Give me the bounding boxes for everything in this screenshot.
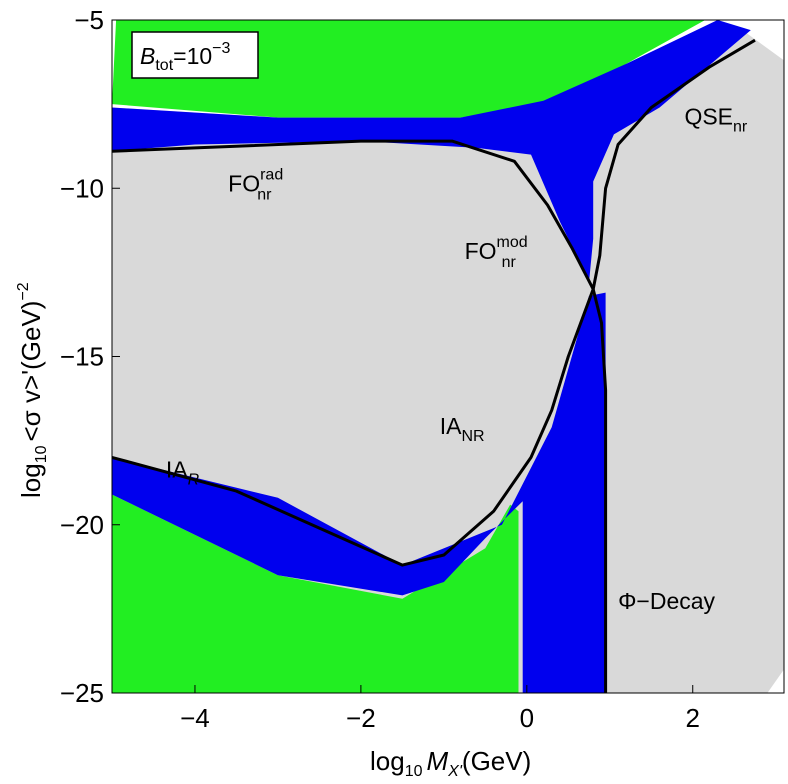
x-tick-label: −4 — [180, 703, 210, 733]
y-tick-label: −10 — [60, 173, 104, 203]
region-blue-upper — [112, 20, 751, 283]
inset-sub: tot — [155, 57, 173, 74]
region-label-phi-decay: Φ−Decay — [618, 588, 715, 614]
y-tick-label: −20 — [60, 510, 104, 540]
region-label-qse: QSEnr — [684, 103, 747, 135]
plot-regions — [112, 20, 784, 693]
region-label-ia-r: IAR — [166, 457, 200, 489]
inset-mid: =10 — [173, 43, 212, 69]
x-axis-label: log10 MX'(GeV) — [370, 746, 531, 780]
boundary-curves — [112, 38, 756, 693]
region-blue-lower — [112, 292, 606, 693]
boundary-curve-1 — [112, 288, 595, 567]
region-green-top — [112, 20, 706, 118]
inset-box: Btot=10−3 — [131, 31, 259, 79]
x-tick-label: 0 — [520, 703, 534, 733]
y-axis-label: log10<σ v>'(GeV)−2 — [15, 282, 50, 498]
y-axis-ticks: −25 −20 −15 −10 −5 — [60, 5, 120, 708]
y-tick-label: −25 — [60, 678, 104, 708]
inset-sup: −3 — [212, 40, 230, 57]
boundary-curve-3 — [591, 288, 608, 693]
inset-var: B — [140, 43, 155, 69]
boundary-curve-2 — [591, 38, 756, 290]
x-axis-ticks: −4 −2 0 2 — [180, 685, 700, 733]
region-label-fo-mod: FOmod nr — [465, 234, 528, 271]
svg-text:Btot=10−3: Btot=10−3 — [140, 40, 231, 74]
x-tick-label: 2 — [686, 703, 700, 733]
region-label-ia-nr: IANR — [440, 413, 485, 445]
region-label-fo-rad: FOrad nr — [228, 167, 283, 204]
y-tick-label: −15 — [60, 342, 104, 372]
boundary-curve-0 — [112, 139, 595, 290]
x-tick-label: −2 — [346, 703, 376, 733]
region-green-bottom — [112, 494, 519, 693]
region-annotations: FOrad nr FOmod nr QSEnr IANR IAR Φ−Decay — [166, 103, 748, 614]
y-tick-label: −5 — [74, 5, 104, 35]
